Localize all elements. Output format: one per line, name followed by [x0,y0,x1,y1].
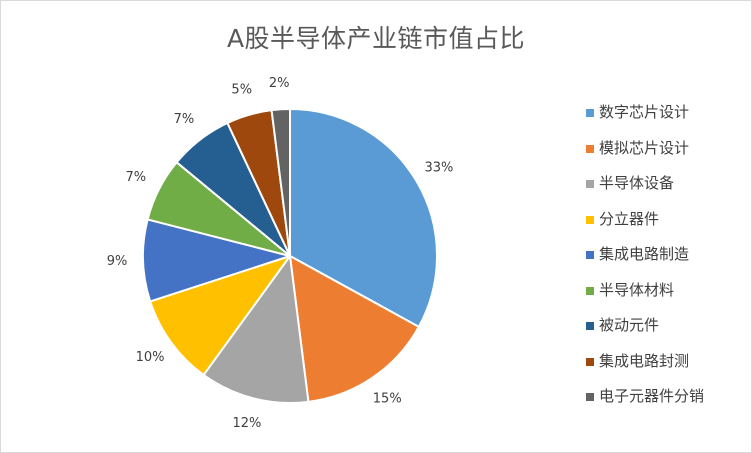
data-label: 7% [174,112,195,127]
legend-label: 集成电路制造 [599,245,690,263]
legend-label: 被动元件 [599,316,660,334]
legend-swatch [586,215,594,224]
legend-label: 电子元器件分销 [599,387,705,405]
data-label: 15% [373,392,402,407]
data-label: 12% [233,416,262,431]
data-label: 5% [231,82,252,97]
pie-slice [289,108,438,328]
legend-swatch [586,180,594,188]
legend-label: 半导体设备 [599,174,675,192]
pie-slice [149,255,291,376]
legend-item: 数字芯片设计 [586,100,751,136]
data-label: 33% [424,160,453,175]
legend: 数字芯片设计 模拟芯片设计 半导体设备分立器件集成电路制造 半导体材料被动元件集成电路… [586,100,751,420]
legend-item: 集成电路封测 [586,349,751,385]
legend-swatch [586,357,594,366]
legend-label: 数字芯片设计 [599,103,690,121]
legend-item: 半导体设备 [586,171,751,207]
pie-slice [202,255,310,404]
legend-label: 半导体材料 [599,280,675,299]
legend-item: 半导体材料 [586,278,751,314]
pie-slice [289,255,420,403]
legend-swatch [586,109,594,117]
chart-title: A股半导体产业链市值占比 [226,24,526,53]
legend-item: 集成电路制造 [586,242,751,278]
legend-swatch [586,322,594,330]
pie-slice [270,108,291,257]
legend-swatch [586,393,594,401]
legend-item: 模拟芯片设计 [586,136,751,172]
pie-slice [142,218,291,303]
legend-label: 分立器件 [599,209,660,228]
data-label: 10% [136,350,165,365]
legend-item: 分立器件 [586,207,751,243]
data-label: 2% [269,76,290,91]
legend-label: 集成电路封测 [599,351,690,370]
legend-swatch [586,251,594,259]
legend-item: 电子元器件分销 [586,384,751,420]
legend-label: 模拟芯片设计 [599,138,690,157]
legend-swatch [586,286,594,295]
data-label: 9% [107,254,128,269]
legend-item: 被动元件 [586,313,751,349]
data-label: 7% [126,170,147,185]
legend-swatch [586,144,594,153]
